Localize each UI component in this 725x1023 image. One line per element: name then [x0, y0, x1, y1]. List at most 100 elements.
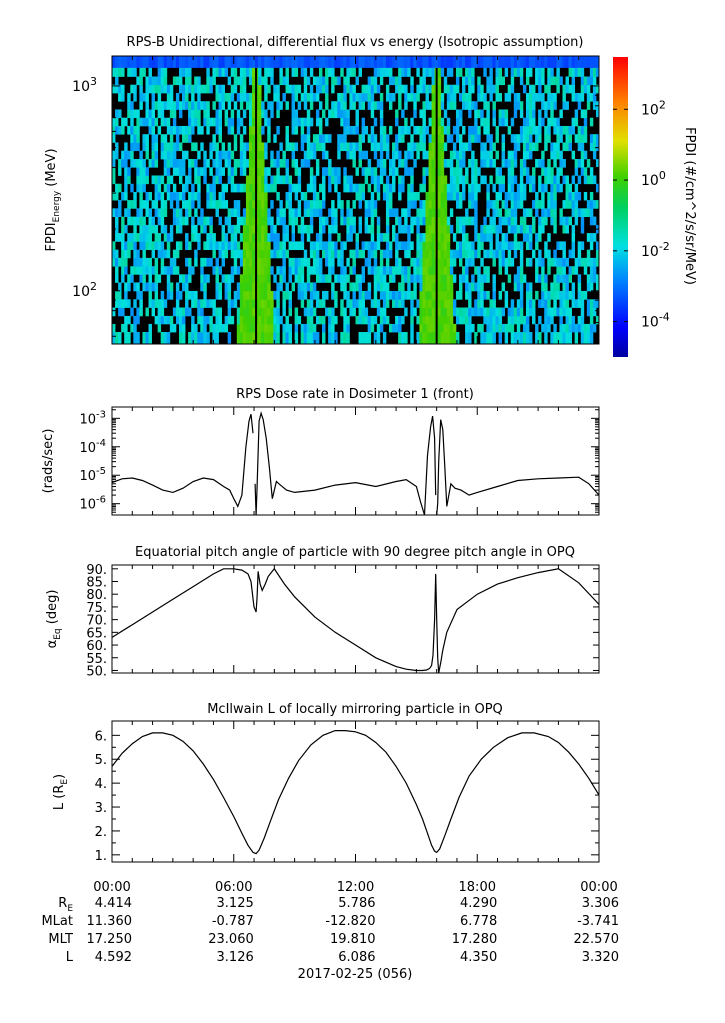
- spectrogram-cell: [577, 134, 582, 143]
- spectrogram-cell: [282, 76, 286, 86]
- spectrogram-cell: [245, 101, 250, 110]
- spectrogram-cell: [465, 282, 469, 292]
- spectrogram-cell: [261, 125, 265, 135]
- spectrogram-cell: [227, 117, 232, 127]
- spectrogram-cell: [337, 257, 341, 267]
- spectrogram-cell: [425, 290, 429, 300]
- spectrogram-cell: [571, 150, 576, 160]
- spectrogram-cell: [455, 109, 460, 119]
- spectrogram-cell: [191, 332, 195, 345]
- spectrogram-cell: [428, 67, 432, 77]
- spectrogram-cell: [264, 332, 268, 345]
- spectrogram-cell: [458, 249, 463, 259]
- spectrogram-cell: [315, 200, 320, 209]
- y-tick-label: 10-4: [79, 438, 106, 456]
- spectrogram-cell: [443, 216, 448, 226]
- spectrogram-cell: [440, 241, 445, 251]
- lshell-ylabel: L (RE): [52, 774, 70, 810]
- spectrogram-cell: [312, 266, 317, 275]
- spectrogram-cell: [264, 191, 268, 201]
- spectrogram-cell: [264, 249, 268, 259]
- spectrogram-cell: [306, 315, 311, 325]
- spectrogram-cell: [154, 150, 159, 160]
- spectrogram-cell: [200, 257, 204, 267]
- spectrogram-cell: [379, 307, 384, 317]
- spectrogram-cell: [513, 282, 518, 292]
- spectrogram-cell: [270, 332, 274, 345]
- spectrogram-cell: [510, 208, 515, 217]
- spectrogram-cell: [215, 200, 219, 209]
- spectrogram-cell: [136, 282, 140, 292]
- spectrogram-cell: [337, 274, 341, 283]
- spectrogram-cell: [519, 290, 524, 300]
- spectrogram-cell: [553, 101, 557, 110]
- spectrogram-cell: [452, 299, 457, 308]
- spectrogram-cell: [182, 92, 186, 102]
- spectrogram-cell: [477, 323, 481, 333]
- spectrogram-cell: [559, 109, 563, 119]
- spectrogram-cell: [525, 315, 530, 325]
- spectrogram-cell: [218, 101, 222, 110]
- spectrogram-cell: [148, 323, 152, 333]
- spectrogram-cell: [127, 56, 131, 68]
- spectrogram-cell: [203, 290, 207, 300]
- spectrogram-cell: [124, 266, 128, 275]
- spectrogram-cell: [480, 142, 484, 152]
- spectrogram-cell: [455, 56, 460, 68]
- spectrogram-cell: [242, 315, 247, 325]
- dose-title: RPS Dose rate in Dosimeter 1 (front): [236, 387, 474, 402]
- spectrogram-cell: [443, 84, 448, 94]
- spectrogram-cell: [285, 167, 289, 176]
- spectrogram-cell: [133, 216, 137, 226]
- spectrogram-cell: [191, 233, 195, 242]
- spectrogram-cell: [182, 150, 186, 160]
- spectrogram-cell: [465, 274, 469, 283]
- spectrogram-cell: [480, 274, 484, 283]
- spectrogram-cell: [337, 56, 341, 68]
- spectrogram-cell: [124, 249, 128, 259]
- spectrogram-cell: [194, 76, 198, 86]
- spectrogram-cell: [151, 307, 156, 317]
- spectrogram-cell: [568, 290, 573, 300]
- spectrogram-cell: [367, 76, 372, 86]
- spectrogram-cell: [376, 332, 381, 345]
- spectrogram-cell: [477, 233, 481, 242]
- spectrogram-cell: [486, 125, 490, 135]
- spectrogram-cell: [355, 76, 359, 86]
- ephemeris-row-label: MLat: [41, 914, 73, 929]
- spectrogram-cell: [528, 150, 533, 160]
- spectrogram-cell: [227, 282, 232, 292]
- spectrogram-cell: [465, 332, 469, 345]
- spectrogram-cell: [300, 191, 305, 201]
- spectrogram-cell: [413, 200, 417, 209]
- spectrogram-cell: [592, 323, 597, 333]
- spectrogram-cell: [133, 158, 137, 168]
- spectrogram-cell: [139, 175, 143, 185]
- spectrogram-cell: [455, 216, 460, 226]
- spectrogram-cell: [221, 56, 226, 68]
- spectrogram-cell: [577, 299, 582, 308]
- spectrogram-cell: [315, 167, 320, 176]
- spectrogram-cell: [218, 290, 222, 300]
- spectrogram-cell: [322, 84, 326, 94]
- spectrogram-cell: [160, 241, 165, 251]
- spectrogram-cell: [544, 315, 548, 325]
- spectrogram-cell: [398, 158, 402, 168]
- spectrogram-cell: [239, 117, 244, 127]
- spectrogram-cell: [486, 117, 490, 127]
- spectrogram-cell: [413, 158, 417, 168]
- spectrogram-cell: [465, 67, 469, 77]
- spectrogram-cell: [586, 76, 591, 86]
- spectrogram-cell: [382, 67, 387, 77]
- spectrogram-cell: [248, 134, 253, 143]
- spectrogram-cell: [422, 56, 426, 68]
- spectrogram-cell: [157, 191, 162, 201]
- spectrogram-cell: [291, 56, 296, 68]
- spectrogram-cell: [513, 249, 518, 259]
- spectrogram-cell: [373, 274, 378, 283]
- spectrogram-cell: [550, 216, 554, 226]
- spectrogram-cell: [410, 241, 414, 251]
- spectrogram-cell: [525, 134, 530, 143]
- spectrogram-cell: [242, 299, 247, 308]
